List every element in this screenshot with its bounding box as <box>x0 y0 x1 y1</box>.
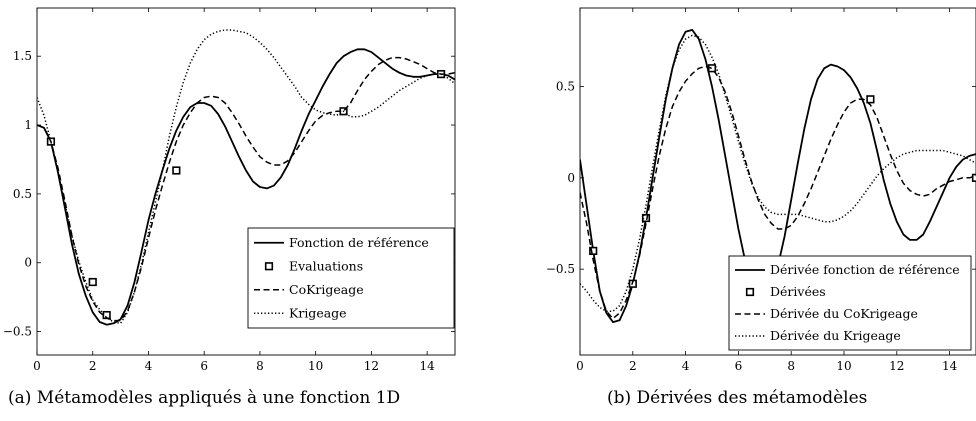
legend-label: Dérivées <box>770 284 826 299</box>
data-point-marker <box>88 277 97 287</box>
plot-frame <box>36 7 456 356</box>
plot-area <box>580 29 976 323</box>
x-tick-label: 4 <box>682 359 690 373</box>
legend: Fonction de référence Evaluations CoKrigea… <box>247 227 455 329</box>
legend-label: CoKrigeage <box>289 282 364 297</box>
x-tick-label: 10 <box>836 359 851 373</box>
y-tick-label: 0 <box>24 256 32 270</box>
data-point-marker <box>641 213 651 223</box>
legend-marker-sample <box>264 262 274 271</box>
x-tick-label: 6 <box>735 359 743 373</box>
legend-label: Krigeage <box>289 305 347 320</box>
data-point-marker <box>707 64 717 73</box>
legend-label: Fonction de référence <box>289 235 429 250</box>
x-tick-label: 8 <box>256 359 264 373</box>
legend-label: Dérivée fonction de référence <box>770 262 960 277</box>
series-line-dashed <box>37 56 455 322</box>
caption-a: (a) Métamodèles appliqués à une fonction… <box>8 388 401 408</box>
x-tick-label: 8 <box>787 359 795 373</box>
legend-box <box>728 255 972 351</box>
plot-area <box>37 29 455 326</box>
series-line-solid <box>37 48 455 326</box>
legend-label: Dérivée du CoKrigeage <box>770 306 918 321</box>
x-tick-label: 0 <box>576 359 584 373</box>
data-point-marker <box>589 246 598 256</box>
x-tick-label: 4 <box>145 359 153 373</box>
series-line-dashed <box>580 65 976 320</box>
series-line-dotted <box>580 34 976 312</box>
data-point-marker <box>172 166 181 175</box>
x-tick-label: 12 <box>889 359 904 373</box>
data-point-marker <box>866 95 875 104</box>
legend-marker-sample <box>745 287 755 297</box>
caption-b: (b) Dérivées des métamodèles <box>607 388 868 408</box>
y-tick-label: 1.5 <box>13 49 32 63</box>
x-tick-label: 14 <box>419 359 435 373</box>
y-tick-label: 0 <box>567 171 575 185</box>
y-tick-label: 0.5 <box>556 80 575 94</box>
plot-frame <box>579 7 976 356</box>
x-tick-label: 14 <box>942 359 958 373</box>
y-tick-label: 1 <box>24 118 32 132</box>
legend: Dérivée fonction de référence Dérivées Dér… <box>728 255 972 351</box>
chart-b: 0 2 4 6 8 10 12 14 −0.5 0 0.5 Dérivée fonction de r… <box>546 7 976 373</box>
x-tick-label: 12 <box>364 359 379 373</box>
x-tick-label: 2 <box>89 359 97 373</box>
legend-label: Dérivée du Krigeage <box>770 328 901 343</box>
y-tick-label: 0.5 <box>13 187 32 201</box>
chart-a: 0 2 4 6 8 10 12 14 −0.5 0 0.5 1 1.5 Fonction de référ… <box>3 7 456 373</box>
y-tick-label: −0.5 <box>546 262 575 276</box>
legend-label: Evaluations <box>289 258 363 273</box>
x-tick-label: 6 <box>200 359 208 373</box>
y-tick-label: −0.5 <box>3 325 32 339</box>
x-tick-label: 0 <box>33 359 41 373</box>
legend-box <box>247 227 455 329</box>
x-tick-label: 10 <box>308 359 323 373</box>
data-point-marker <box>971 173 976 182</box>
x-tick-label: 2 <box>629 359 637 373</box>
